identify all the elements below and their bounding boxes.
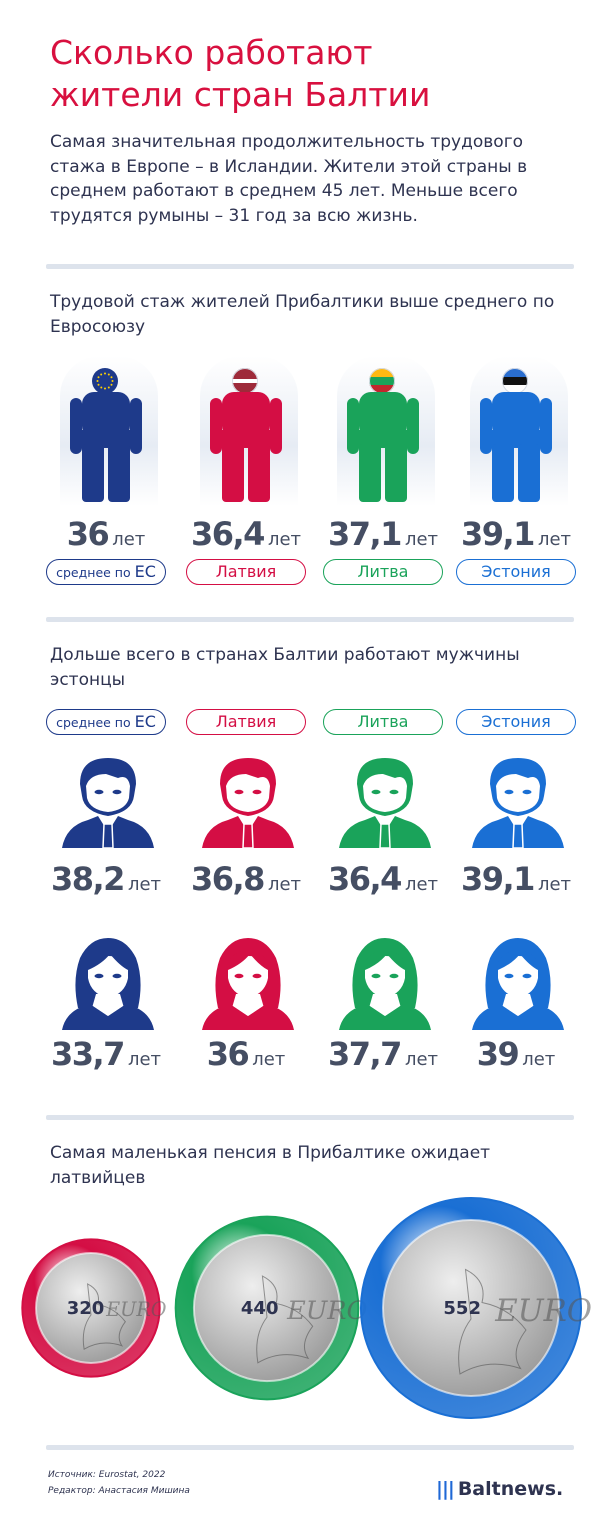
divider	[46, 1445, 574, 1450]
flag-icon	[92, 368, 118, 394]
men-work-years-value: 36,4 лет	[318, 860, 448, 898]
women-work-years-value: 37,7 лет	[318, 1035, 448, 1073]
pension-value: 440	[241, 1298, 279, 1319]
euro-coin-icon: EURO	[21, 1238, 167, 1378]
value-unit: лет	[127, 1049, 162, 1070]
value-unit: лет	[112, 529, 146, 550]
svg-text:EURO: EURO	[494, 1293, 592, 1329]
value-number: 36,8	[190, 860, 265, 898]
flag-icon	[232, 368, 258, 394]
value-number: 36	[206, 1035, 250, 1073]
section-3-title: Самая маленькая пенсия в Прибалтике ожид…	[50, 1143, 491, 1188]
value-unit: лет	[404, 529, 439, 550]
value-unit: лет	[537, 529, 572, 550]
page-title-line-2: жители стран Балтии	[50, 75, 431, 114]
man-avatar-icon	[335, 752, 435, 856]
label-main: Литва	[357, 562, 409, 581]
label-main: Литва	[357, 712, 409, 731]
euro-coin-icon: EURO	[174, 1215, 368, 1401]
page-title: Сколько работают жители стран Балтии	[50, 32, 570, 116]
section2-label-pill: Латвия	[186, 709, 306, 735]
man-avatar-icon	[58, 752, 158, 856]
logo-text: Baltnews.	[457, 1478, 564, 1500]
section1-label-pill: Латвия	[186, 559, 306, 585]
label-prefix: среднее по	[56, 715, 135, 730]
svg-text:EURO: EURO	[105, 1298, 167, 1321]
value-number: 36,4	[327, 860, 402, 898]
label-main: Латвия	[215, 562, 277, 581]
women-work-years-value: 36 лет	[181, 1035, 311, 1073]
value-unit: лет	[127, 874, 162, 895]
value-number: 33,7	[50, 1035, 125, 1073]
person-figure-icon	[182, 360, 310, 524]
value-number: 36	[66, 515, 110, 553]
page-title-line-1: Сколько работают	[50, 33, 373, 72]
section1-label-pill: Литва	[323, 559, 443, 585]
work-years-value: 39,1 лет	[451, 515, 581, 553]
women-work-years-value: 33,7 лет	[41, 1035, 171, 1073]
section1-label-pill: среднее по ЕС	[46, 559, 166, 585]
pension-value: 320	[67, 1298, 105, 1319]
value-number: 39,1	[460, 515, 535, 553]
person-figure-icon	[42, 360, 170, 524]
person-figure-icon	[452, 360, 580, 524]
value-number: 38,2	[50, 860, 125, 898]
value-unit: лет	[267, 529, 302, 550]
work-years-value: 37,1 лет	[318, 515, 448, 553]
euro-coin-icon: EURO	[360, 1197, 592, 1419]
value-unit: лет	[404, 1049, 439, 1070]
label-main: Латвия	[215, 712, 277, 731]
men-work-years-value: 38,2 лет	[41, 860, 171, 898]
pension-value: 552	[443, 1298, 481, 1319]
man-avatar-icon	[468, 752, 568, 856]
value-number: 37,1	[327, 515, 402, 553]
section1-label-pill: Эстония	[456, 559, 576, 585]
man-avatar-icon	[198, 752, 298, 856]
label-main: Эстония	[481, 562, 551, 581]
women-work-years-value: 39 лет	[451, 1035, 581, 1073]
value-number: 37,7	[327, 1035, 402, 1073]
pension-coins: EURO 320 EURO 440	[21, 1197, 592, 1419]
svg-text:EURO: EURO	[286, 1296, 367, 1326]
value-unit: лет	[252, 1049, 286, 1070]
section-2-title: Дольше всего в странах Балтии работают м…	[50, 645, 520, 690]
label-main: ЕС	[134, 562, 156, 581]
value-number: 39,1	[460, 860, 535, 898]
label-main: ЕС	[134, 712, 156, 731]
men-work-years-value: 39,1 лет	[451, 860, 581, 898]
work-years-value: 36,4 лет	[181, 515, 311, 553]
men-work-years-value: 36,8 лет	[181, 860, 311, 898]
flag-icon	[502, 368, 528, 394]
section-1-title: Трудовой стаж жителей Прибалтики выше ср…	[50, 292, 555, 337]
value-unit: лет	[267, 874, 302, 895]
logo-bars-icon: |||	[436, 1478, 455, 1500]
label-prefix: среднее по	[56, 565, 135, 580]
source-text: Источник: Eurostat, 2022	[48, 1470, 166, 1480]
divider	[46, 264, 574, 269]
flag-icon	[369, 368, 395, 394]
section2-label-pill: Литва	[323, 709, 443, 735]
value-unit: лет	[537, 874, 572, 895]
value-number: 39	[476, 1035, 520, 1073]
label-main: Эстония	[481, 712, 551, 731]
value-unit: лет	[404, 874, 439, 895]
value-unit: лет	[522, 1049, 556, 1070]
baltnews-logo: ||| Baltnews.	[436, 1478, 563, 1500]
work-years-value: 36 лет	[41, 515, 171, 553]
woman-avatar-icon	[335, 934, 435, 1038]
woman-avatar-icon	[468, 934, 568, 1038]
intro-text: Самая значительная продолжительность тру…	[50, 132, 528, 226]
editor-text: Редактор: Анастасия Мишина	[48, 1486, 190, 1496]
woman-avatar-icon	[58, 934, 158, 1038]
woman-avatar-icon	[198, 934, 298, 1038]
section2-label-pill: среднее по ЕС	[46, 709, 166, 735]
divider	[46, 617, 574, 622]
value-number: 36,4	[190, 515, 265, 553]
section2-label-pill: Эстония	[456, 709, 576, 735]
divider	[46, 1115, 574, 1120]
person-figure-icon	[319, 360, 447, 524]
